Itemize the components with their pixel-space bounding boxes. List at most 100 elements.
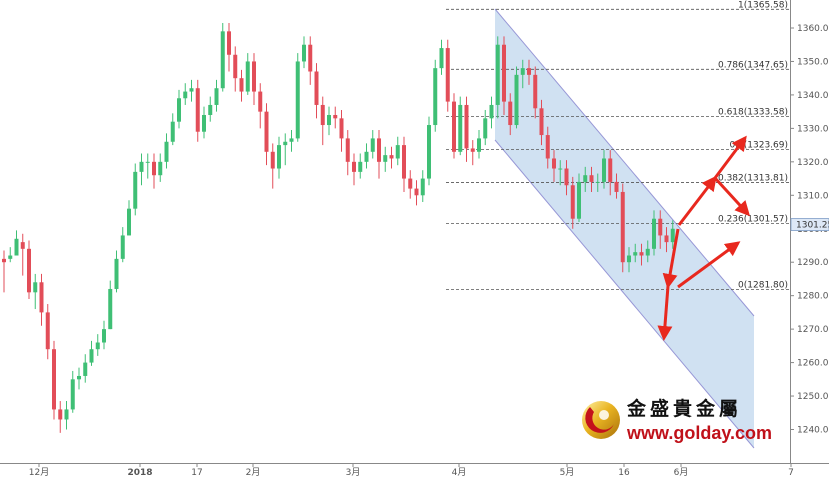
candle-body [245,61,250,92]
candle-body [464,104,469,149]
candle-body [39,282,44,313]
candle-body [458,104,463,152]
candle-body [552,158,556,169]
candle-body [208,104,213,115]
candle-body [433,68,438,126]
candle-body [302,44,306,62]
x-tick-label: 6月 [674,467,689,478]
x-tick-label: 2月 [246,467,261,478]
x-tick-label: 17 [191,468,202,478]
logo-emblem-icon [582,401,620,439]
candle-body [639,252,644,256]
candle-body [445,48,450,102]
candle-body [164,141,169,162]
candle-body [614,181,619,192]
y-tick-label: 1360.00 [797,24,829,34]
arrow-icon [713,176,751,217]
candle-body [177,98,181,122]
candle-body [158,161,163,176]
candle-body [652,218,656,249]
candle-body [289,138,294,142]
candle-body [558,168,563,170]
y-axis-panel [791,0,829,480]
fib-label: 0.5(1323.69) [729,140,788,150]
candle-body [514,74,519,126]
y-tick-label: 1270.00 [797,325,829,335]
candle-body [664,235,669,243]
candle-body [470,148,475,152]
y-tick-label: 1340.00 [797,91,829,101]
x-tick-label: 5月 [560,467,575,478]
candle-body [645,248,650,256]
candle-body [508,101,513,126]
candle-body [502,44,506,102]
x-tick-label: 12月 [29,467,49,478]
candle-body [8,255,13,259]
candle-body [527,68,531,75]
y-tick-label: 1330.00 [797,124,829,134]
x-tick-label: 4月 [452,467,467,478]
candle-body [627,255,631,263]
candle-body [420,178,425,196]
y-tick-label: 1310.00 [797,191,829,201]
candle-body [345,138,350,162]
candle-body [339,118,344,139]
candle-body [33,282,38,293]
company-logo: 金盛貴金屬 www.golday.com [582,397,772,443]
candle-body [20,242,25,249]
candle-body [670,228,675,243]
candle-body [358,161,363,172]
candle-body [270,151,275,169]
candle-body [383,155,388,162]
channel-lower-line [494,139,755,449]
fib-label: 0.382(1313.81) [718,174,788,184]
candle-body [95,342,100,350]
fib-label: 0.618(1333.58) [718,107,788,117]
candle-body [395,145,400,159]
y-tick-label: 1250.00 [797,392,829,402]
candle-body [102,329,106,343]
candle-body [264,111,269,152]
candle-body [589,175,594,182]
y-tick-label: 1320.00 [797,158,829,168]
candle-body [52,349,56,410]
x-tick-label: 16 [618,468,630,478]
x-tick-label: 7 [788,468,794,478]
candle-body [220,31,225,89]
candle-body [352,161,356,172]
candles [2,22,675,433]
candle-body [620,191,625,263]
candle-body [227,31,231,55]
candle-body [545,135,550,159]
candle-body [608,158,613,182]
candle-body [170,121,175,142]
candle-body [145,161,150,163]
candle-body [58,409,63,420]
candle-body [414,188,419,196]
fib-label: 0(1281.80) [738,281,788,291]
candle-body [370,138,375,152]
logo-name: 金盛貴金屬 [626,397,742,420]
y-tick-label: 1350.00 [797,57,829,67]
x-tick-label: 2018 [127,468,152,478]
candle-body [114,258,119,289]
candle-body [452,101,456,152]
candle-body [183,91,188,99]
candle-body [520,68,525,75]
candle-body [89,349,94,363]
candle-body [364,151,369,162]
y-tick-label: 1280.00 [797,292,829,302]
fib-label: 1(1365.58) [738,0,788,10]
candle-body [564,168,569,186]
candle-body [214,88,219,105]
candle-body [45,312,50,350]
candle-body [439,48,444,69]
candle-body [633,252,638,256]
candle-body [314,71,319,105]
candle-body [108,288,113,330]
arrow-icon [713,135,747,179]
candle-body [570,185,575,219]
candle-body [427,125,431,179]
